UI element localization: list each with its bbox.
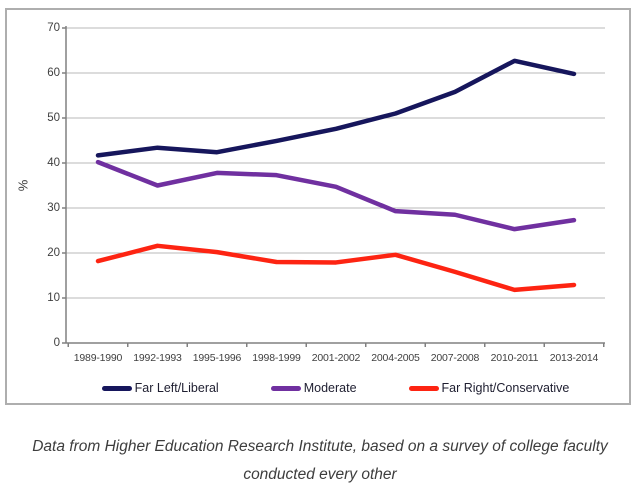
y-tick-label-70: 70 <box>47 22 60 34</box>
legend-item-moderate: Moderate <box>270 381 357 395</box>
y-axis-title: % <box>15 179 31 192</box>
x-tick-label-1995-1996: 1995-1996 <box>192 352 242 364</box>
y-tick-label-20: 20 <box>47 247 60 259</box>
chart-frame <box>5 8 631 405</box>
x-tick-label-2007-2008: 2007-2008 <box>430 352 480 364</box>
y-tick-label-60: 60 <box>47 67 60 79</box>
y-tick-label-30: 30 <box>47 202 60 214</box>
far-right-conservative-line-swatch <box>408 385 439 391</box>
axes <box>62 26 605 347</box>
series-line-far-right-conservative <box>95 243 577 293</box>
moderate-line-swatch <box>270 385 301 391</box>
gridlines <box>66 27 605 299</box>
caption: Data from Higher Education Research Inst… <box>0 433 640 492</box>
y-tick-label-50: 50 <box>47 112 60 124</box>
y-tick-label-40: 40 <box>47 157 60 169</box>
far-left-liberal-line-swatch <box>101 385 132 391</box>
caption-line-1: Data from Higher Education Research Inst… <box>32 438 608 483</box>
legend-item-far-left-liberal: Far Left/Liberal <box>101 381 219 395</box>
x-tick-label-2001-2002: 2001-2002 <box>311 352 361 364</box>
legend: Far Left/Liberal Moderate Far Right/Cons… <box>66 381 605 395</box>
x-tick-label-1998-1999: 1998-1999 <box>252 352 301 364</box>
series-lines <box>95 58 577 293</box>
x-tick-label-1989-1990: 1989-1990 <box>73 352 123 364</box>
y-tick-label-10: 10 <box>47 292 60 304</box>
legend-label-far-right-conservative: Far Right/Conservative <box>441 381 570 395</box>
x-tick-label-2010-2011: 2010-2011 <box>490 352 539 364</box>
legend-label-far-left-liberal: Far Left/Liberal <box>134 381 219 395</box>
legend-item-far-right-conservative: Far Right/Conservative <box>408 381 570 395</box>
series-line-moderate <box>95 159 577 232</box>
y-tick-label-0: 0 <box>53 337 60 349</box>
x-tick-label-2004-2005: 2004-2005 <box>371 352 420 364</box>
legend-label-moderate: Moderate <box>303 381 357 395</box>
x-tick-label-2013-2014: 2013-2014 <box>549 352 599 364</box>
series-line-far-left-liberal <box>95 58 577 158</box>
line-chart-plot-area <box>62 26 605 347</box>
x-tick-label-1992-1993: 1992-1993 <box>133 352 182 364</box>
